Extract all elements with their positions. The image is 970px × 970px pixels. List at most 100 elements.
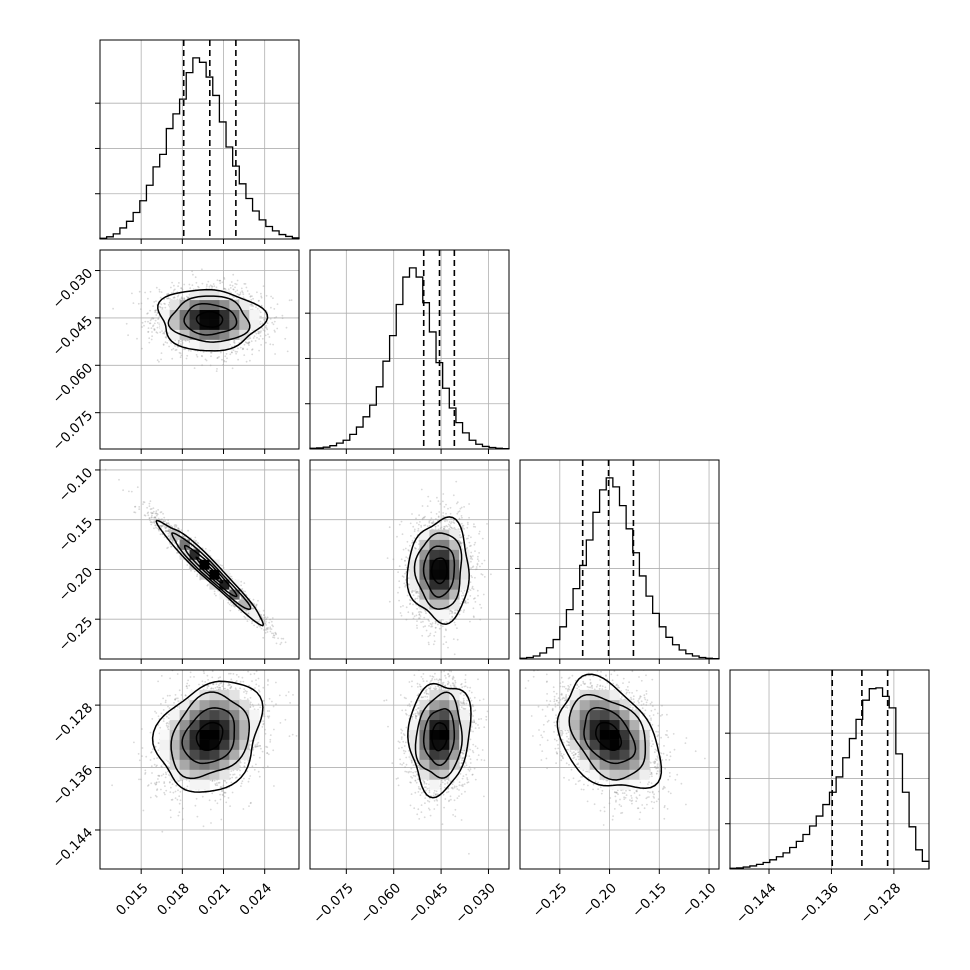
sample-point bbox=[462, 753, 464, 755]
sample-point bbox=[254, 744, 257, 747]
sample-point bbox=[274, 331, 276, 333]
sample-point bbox=[172, 297, 175, 299]
sample-point bbox=[229, 672, 232, 675]
sample-point bbox=[268, 697, 271, 700]
density-cell bbox=[189, 549, 200, 560]
sample-point bbox=[167, 528, 170, 531]
sample-point bbox=[168, 781, 171, 784]
sample-point bbox=[236, 289, 239, 292]
sample-point bbox=[224, 780, 227, 782]
sample-point bbox=[273, 660, 275, 662]
sample-point bbox=[177, 341, 180, 344]
sample-point bbox=[396, 535, 398, 538]
sample-point bbox=[220, 682, 223, 684]
sample-point bbox=[451, 610, 453, 613]
sample-point bbox=[267, 627, 270, 629]
density-cell bbox=[159, 309, 170, 320]
sample-point bbox=[470, 560, 472, 563]
sample-point bbox=[155, 300, 157, 302]
sample-point bbox=[177, 340, 180, 343]
sample-point bbox=[428, 634, 431, 637]
sample-point bbox=[438, 619, 441, 622]
sample-point bbox=[176, 295, 179, 298]
sample-point bbox=[459, 536, 462, 539]
sample-point bbox=[438, 627, 441, 630]
sample-point bbox=[476, 589, 479, 592]
sample-point bbox=[186, 354, 189, 357]
sample-point bbox=[439, 503, 442, 505]
sample-point bbox=[245, 286, 248, 289]
sample-point bbox=[159, 533, 162, 536]
sample-point bbox=[224, 791, 227, 794]
sample-point bbox=[238, 609, 240, 612]
sample-point bbox=[161, 766, 163, 769]
sample-point bbox=[179, 779, 182, 782]
sample-point bbox=[428, 525, 431, 527]
sample-point bbox=[207, 280, 210, 283]
density-cell bbox=[199, 559, 210, 570]
sample-point bbox=[202, 351, 205, 353]
sample-point bbox=[427, 635, 430, 638]
sample-point bbox=[202, 825, 205, 828]
sample-point bbox=[176, 673, 179, 675]
sample-point bbox=[423, 691, 426, 694]
sample-point bbox=[152, 317, 155, 320]
sample-point bbox=[244, 590, 247, 593]
density-cell bbox=[189, 729, 200, 740]
sample-point bbox=[152, 317, 155, 320]
density-cell bbox=[209, 709, 220, 721]
sample-point bbox=[203, 672, 206, 675]
sample-point bbox=[415, 541, 417, 544]
density-cell bbox=[239, 729, 250, 740]
sample-point bbox=[158, 528, 160, 531]
sample-point bbox=[253, 624, 256, 627]
sample-point bbox=[229, 284, 232, 286]
sample-point bbox=[150, 511, 153, 514]
sample-point bbox=[414, 597, 417, 600]
sample-point bbox=[269, 738, 272, 741]
panel-content bbox=[310, 460, 509, 659]
sample-point bbox=[421, 518, 424, 521]
contour-line bbox=[195, 310, 224, 328]
sample-point bbox=[201, 795, 204, 798]
sample-point bbox=[162, 512, 165, 515]
sample-point bbox=[412, 590, 415, 592]
sample-point bbox=[253, 672, 256, 675]
sample-point bbox=[163, 520, 166, 523]
sample-point bbox=[235, 776, 238, 779]
sample-point bbox=[414, 598, 416, 601]
sample-point bbox=[166, 530, 169, 532]
sample-point bbox=[165, 336, 168, 339]
sample-point bbox=[138, 508, 141, 510]
sample-point bbox=[249, 775, 252, 777]
sample-point bbox=[189, 287, 192, 289]
sample-point bbox=[388, 600, 391, 603]
sample-point bbox=[255, 332, 258, 335]
sample-point bbox=[148, 505, 151, 507]
sample-point bbox=[239, 760, 242, 762]
sample-point bbox=[160, 518, 162, 521]
sample-point bbox=[164, 336, 167, 339]
sample-point bbox=[250, 340, 253, 343]
sample-point bbox=[442, 493, 445, 495]
density-cell bbox=[209, 759, 220, 770]
sample-point bbox=[142, 809, 145, 812]
sample-point bbox=[239, 293, 242, 295]
sample-point bbox=[180, 354, 183, 357]
density-cell bbox=[169, 709, 180, 721]
sample-point bbox=[477, 555, 479, 558]
sample-point bbox=[232, 349, 235, 351]
sample-point bbox=[452, 519, 455, 522]
sample-point bbox=[177, 789, 179, 792]
density-cell bbox=[179, 739, 190, 750]
sample-point bbox=[477, 594, 479, 597]
sample-point bbox=[398, 580, 401, 583]
sample-point bbox=[208, 799, 211, 802]
sample-point bbox=[295, 735, 298, 737]
sample-point bbox=[449, 526, 452, 528]
sample-point bbox=[197, 663, 199, 665]
sample-point bbox=[177, 294, 180, 297]
density-cell bbox=[169, 319, 180, 330]
sample-point bbox=[167, 765, 169, 768]
sample-point bbox=[212, 683, 215, 686]
